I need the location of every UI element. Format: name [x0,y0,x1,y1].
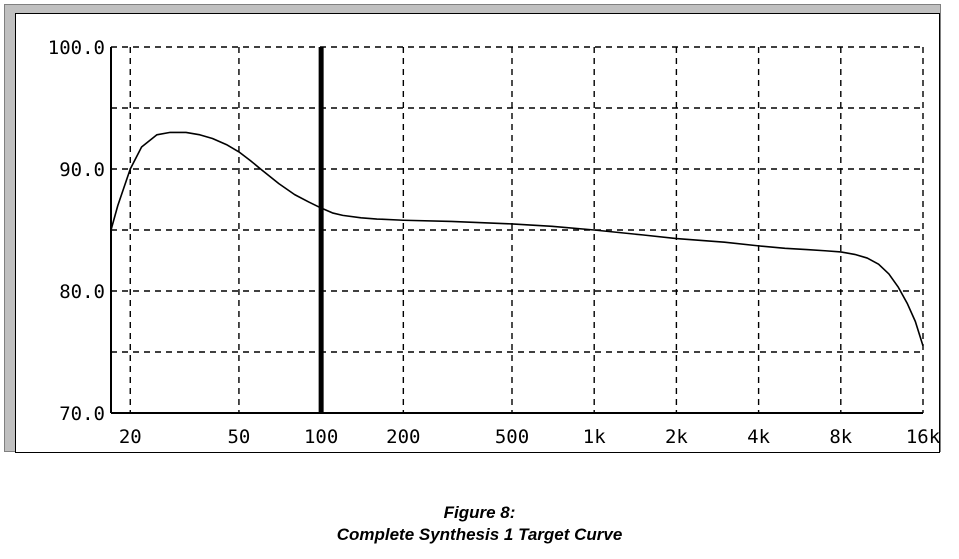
x-tick-label-2k: 2k [665,426,688,448]
y-tick-label-80.0: 80.0 [59,281,105,303]
series-group [110,131,924,347]
y-tick-label-70.0: 70.0 [59,403,105,425]
y-tick-label-90.0: 90.0 [59,159,105,181]
x-tick-label-4k: 4k [747,426,770,448]
x-tick-label-16k: 16k [906,426,939,448]
x-tick-label-100: 100 [304,426,338,448]
chart-panel: 20 50 100 200 500 1k 2k 4k 8k 16k 70.0 80.0 90.0 100… [15,13,940,453]
grid-lines [111,46,924,413]
y-tick-label-100.0: 100.0 [48,37,105,59]
y-tick-labels: 70.0 80.0 90.0 100.0 [48,37,105,425]
target-curve-chart: 20 50 100 200 500 1k 2k 4k 8k 16k 70.0 80.0 90.0 100… [48,37,939,448]
x-tick-label-50: 50 [227,426,250,448]
series-line-0 [110,131,924,347]
x-tick-label-20: 20 [119,426,142,448]
caption-figure-number: Figure 8: [443,503,516,522]
caption-title: Complete Synthesis 1 Target Curve [336,525,623,544]
chart-frame: 20 50 100 200 500 1k 2k 4k 8k 16k 70.0 80.0 90.0 100… [4,4,941,453]
x-tick-labels: 20 50 100 200 500 1k 2k 4k 8k 16k [119,426,939,448]
x-tick-label-8k: 8k [829,426,852,448]
x-tick-label-200: 200 [386,426,420,448]
x-tick-label-500: 500 [495,426,529,448]
figure-caption: Figure 8: Complete Synthesis 1 Target Cu… [0,502,959,546]
x-tick-label-1k: 1k [583,426,606,448]
